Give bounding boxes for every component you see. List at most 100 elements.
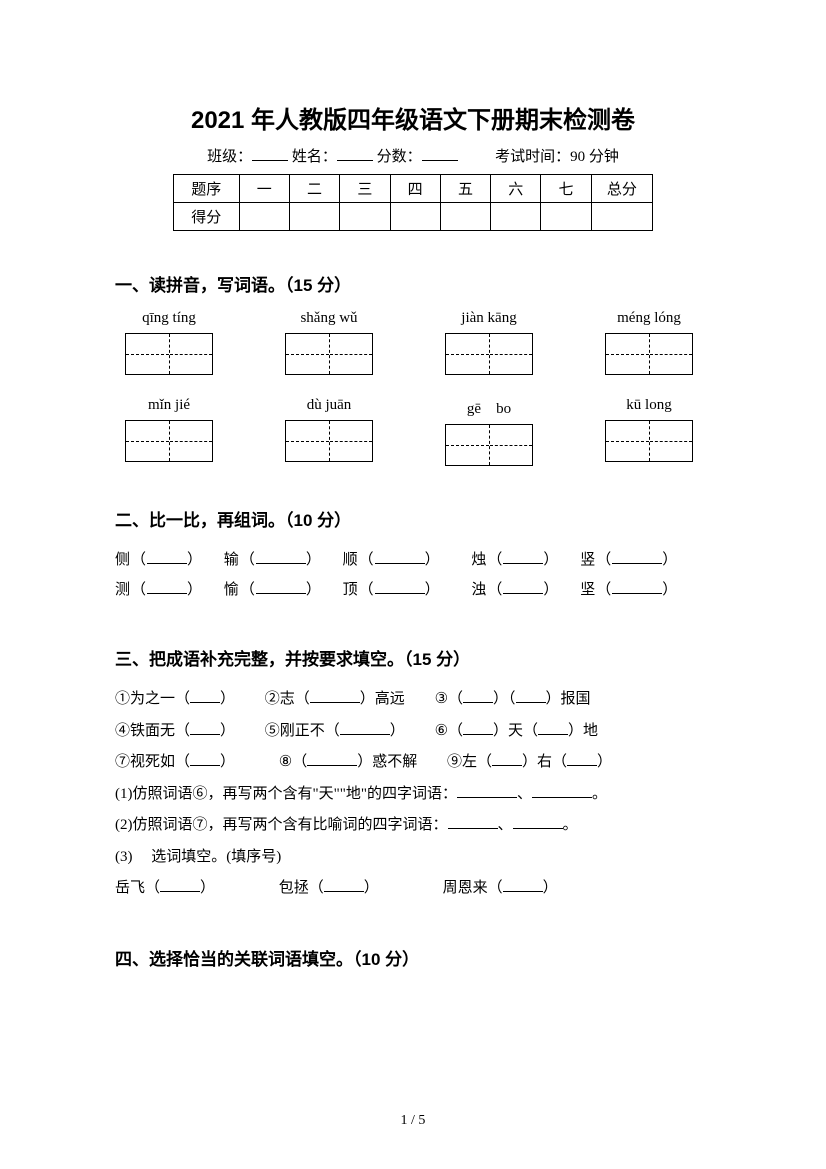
cell: 四: [390, 175, 440, 203]
pinyin-item: shǎng wǔ: [275, 310, 383, 375]
blank[interactable]: [310, 691, 360, 703]
blank[interactable]: [190, 723, 220, 735]
compare-line-1: 侧（） 输（） 顺（） 烛（） 竖（）: [115, 545, 711, 575]
blank[interactable]: [503, 552, 543, 564]
cell[interactable]: [289, 203, 339, 231]
blank[interactable]: [612, 582, 662, 594]
blank[interactable]: [457, 786, 517, 798]
cell[interactable]: [440, 203, 490, 231]
mid: ）右（: [522, 754, 567, 770]
section-1: 一、读拼音，写词语。（15 分） qīng tíng shǎng wǔ jiàn…: [115, 271, 711, 466]
blank[interactable]: [375, 552, 425, 564]
char-box[interactable]: [445, 333, 533, 375]
blank[interactable]: [190, 754, 220, 766]
sub-text: (3) 选词填空。(填序号): [115, 849, 281, 865]
class-blank[interactable]: [252, 147, 288, 161]
sub-3-names: 岳飞（） 包拯（） 周恩来（）: [115, 873, 711, 905]
char: 竖: [580, 552, 596, 568]
cell: 总分: [591, 175, 652, 203]
char-box[interactable]: [605, 333, 693, 375]
pinyin-label: jiàn kāng: [435, 310, 543, 327]
char-box[interactable]: [285, 420, 373, 462]
blank[interactable]: [190, 691, 220, 703]
close: ）: [220, 723, 235, 739]
pinyin-row: mǐn jié dù juān gē bo kū long: [115, 397, 711, 466]
pinyin-item: gē bo: [435, 397, 543, 466]
close: ）高远: [360, 691, 405, 707]
page-number: 1 / 5: [0, 1113, 826, 1129]
blank[interactable]: [256, 582, 306, 594]
close: ）: [390, 723, 405, 739]
time-label: 考试时间：90 分钟: [495, 149, 619, 165]
cell: 三: [340, 175, 390, 203]
table-row: 题序 一 二 三 四 五 六 七 总分: [174, 175, 653, 203]
blank[interactable]: [448, 817, 498, 829]
info-line: 班级： 姓名： 分数： 考试时间：90 分钟: [115, 145, 711, 166]
pinyin-label: dù juān: [275, 397, 383, 414]
blank[interactable]: [324, 880, 364, 892]
close: ）: [364, 880, 379, 896]
blank[interactable]: [147, 582, 187, 594]
cell[interactable]: [390, 203, 440, 231]
blank[interactable]: [463, 691, 493, 703]
cell[interactable]: [239, 203, 289, 231]
blank[interactable]: [307, 754, 357, 766]
char-box[interactable]: [285, 333, 373, 375]
blank[interactable]: [340, 723, 390, 735]
blank[interactable]: [503, 880, 543, 892]
name: 岳飞（: [115, 880, 160, 896]
char: 坚: [580, 582, 596, 598]
blank[interactable]: [375, 582, 425, 594]
pinyin-item: dù juān: [275, 397, 383, 466]
blank[interactable]: [538, 723, 568, 735]
idiom: ⑦视死如（: [115, 754, 190, 770]
sub-text: (1)仿照词语⑥，再写两个含有"天""地"的四字词语：: [115, 786, 457, 802]
cell: 一: [239, 175, 289, 203]
idiom-line: ④铁面无（） ⑤刚正不（） ⑥（）天（）地: [115, 716, 711, 748]
section-1-title: 一、读拼音，写词语。（15 分）: [115, 271, 711, 296]
sub-1: (1)仿照词语⑥，再写两个含有"天""地"的四字词语：、。: [115, 779, 711, 811]
pinyin-item: kū long: [595, 397, 703, 466]
cell: 题序: [174, 175, 240, 203]
idiom: ①为之一（: [115, 691, 190, 707]
close: ）: [220, 754, 235, 770]
blank[interactable]: [503, 582, 543, 594]
name-label: 姓名：: [292, 149, 337, 165]
char-box[interactable]: [605, 420, 693, 462]
close: ）地: [568, 723, 598, 739]
blank[interactable]: [463, 723, 493, 735]
blank[interactable]: [492, 754, 522, 766]
char-box[interactable]: [125, 420, 213, 462]
blank[interactable]: [567, 754, 597, 766]
blank[interactable]: [256, 552, 306, 564]
char: 顺: [343, 552, 359, 568]
mid: ）（: [493, 691, 516, 707]
mid: ）天（: [493, 723, 538, 739]
pinyin-row: qīng tíng shǎng wǔ jiàn kāng méng lóng: [115, 310, 711, 375]
cell[interactable]: [541, 203, 591, 231]
score-blank[interactable]: [422, 147, 458, 161]
pinyin-label: kū long: [595, 397, 703, 414]
cell: 二: [289, 175, 339, 203]
char: 输: [224, 552, 240, 568]
cell[interactable]: [340, 203, 390, 231]
name-blank[interactable]: [337, 147, 373, 161]
char: 侧: [115, 552, 131, 568]
blank[interactable]: [147, 552, 187, 564]
blank[interactable]: [513, 817, 563, 829]
blank[interactable]: [516, 691, 546, 703]
char-box[interactable]: [125, 333, 213, 375]
blank[interactable]: [532, 786, 592, 798]
char: 愉: [224, 582, 240, 598]
blank[interactable]: [612, 552, 662, 564]
char: 测: [115, 582, 131, 598]
cell[interactable]: [491, 203, 541, 231]
idiom: ⑥（: [435, 723, 463, 739]
close: ）: [543, 880, 558, 896]
cell[interactable]: [591, 203, 652, 231]
close: ）惑不解: [357, 754, 417, 770]
idiom: ⑤刚正不（: [265, 723, 340, 739]
pinyin-label: méng lóng: [595, 310, 703, 327]
char-box[interactable]: [445, 424, 533, 466]
blank[interactable]: [160, 880, 200, 892]
